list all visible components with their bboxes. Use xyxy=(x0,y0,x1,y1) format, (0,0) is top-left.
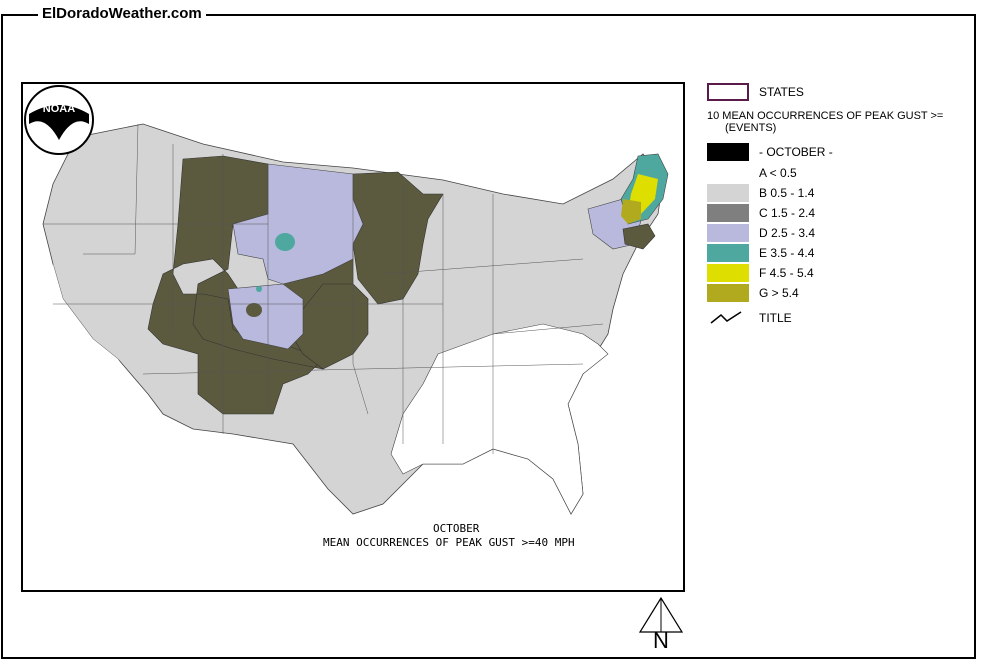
legend-states-label: STATES xyxy=(759,85,804,99)
legend-class-label: G > 5.4 xyxy=(759,286,799,300)
legend-heading-line1: 10 MEAN OCCURRENCES OF PEAK GUST >= xyxy=(707,110,944,122)
site-title[interactable]: ElDoradoWeather.com xyxy=(38,5,206,22)
noaa-logo-text: NOAA xyxy=(43,103,75,115)
map-caption: OCTOBER MEAN OCCURRENCES OF PEAK GUST >=… xyxy=(323,522,663,550)
legend-class-row: E 3.5 - 4.4 xyxy=(707,243,814,263)
region-class-d-plains xyxy=(232,163,364,285)
legend-month-label: - OCTOBER - xyxy=(759,145,833,159)
class-swatch xyxy=(707,184,749,202)
legend-states-row: STATES xyxy=(707,82,804,102)
noaa-logo: NOAA xyxy=(24,85,94,155)
legend-title-label: TITLE xyxy=(759,311,792,325)
region-class-e-spot-2 xyxy=(256,286,262,292)
class-swatch xyxy=(707,224,749,242)
legend-class-row: C 1.5 - 2.4 xyxy=(707,203,815,223)
legend-class-label: B 0.5 - 1.4 xyxy=(759,186,815,200)
class-swatch xyxy=(707,264,749,282)
legend-title-row: TITLE xyxy=(707,308,792,328)
legend-class-label: E 3.5 - 4.4 xyxy=(759,246,815,260)
legend-class-row: F 4.5 - 5.4 xyxy=(707,263,814,283)
legend-heading: 10 MEAN OCCURRENCES OF PEAK GUST >= (EVE… xyxy=(707,110,943,134)
legend-class-label: D 2.5 - 3.4 xyxy=(759,226,816,240)
region-class-a-southeast xyxy=(390,323,609,515)
north-arrow-icon xyxy=(638,596,684,633)
states-swatch xyxy=(707,83,749,101)
region-class-g-newengland xyxy=(621,199,641,224)
region-class-e-spot xyxy=(275,233,295,251)
region-class-d-colorado xyxy=(227,283,304,350)
map-panel: NOAA OCTOBER MEAN OCCURRENCES OF PEAK GU… xyxy=(21,82,685,592)
region-high-spot xyxy=(246,303,262,317)
class-swatch xyxy=(707,244,749,262)
us-map xyxy=(42,123,669,515)
legend-heading-line2: (EVENTS) xyxy=(725,122,777,134)
page-frame xyxy=(1,14,976,659)
north-label: N xyxy=(653,628,669,653)
map-caption-month: OCTOBER xyxy=(433,522,480,535)
state-boundaries xyxy=(43,123,604,454)
title-line-icon xyxy=(710,311,742,324)
legend-class-label: C 1.5 - 2.4 xyxy=(759,206,816,220)
legend-class-row: A < 0.5 xyxy=(707,163,797,183)
region-high-massachusetts xyxy=(622,223,656,250)
map-caption-subtitle: MEAN OCCURRENCES OF PEAK GUST >=40 MPH xyxy=(323,536,575,549)
class-swatch xyxy=(707,204,749,222)
legend-class-label: F 4.5 - 5.4 xyxy=(759,266,814,280)
legend-class-row: G > 5.4 xyxy=(707,283,799,303)
region-class-a-southwest xyxy=(53,264,133,384)
legend-class-label: A < 0.5 xyxy=(759,166,797,180)
legend-month-row: - OCTOBER - xyxy=(707,142,833,162)
class-swatch xyxy=(707,164,749,182)
legend-class-row: D 2.5 - 3.4 xyxy=(707,223,815,243)
class-swatch xyxy=(707,284,749,302)
month-swatch xyxy=(707,143,749,161)
legend-class-row: B 0.5 - 1.4 xyxy=(707,183,814,203)
